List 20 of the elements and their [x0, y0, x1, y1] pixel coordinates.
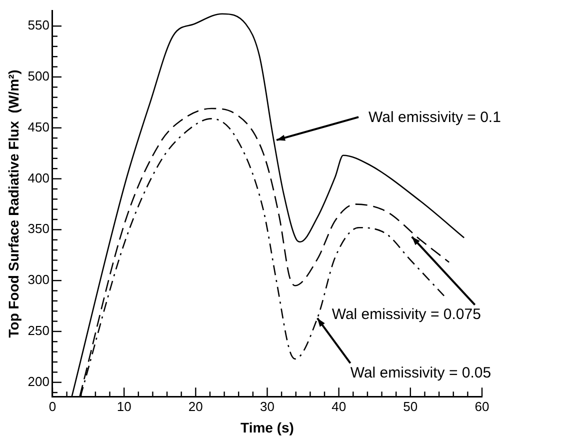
- y-tick-label: 450: [28, 119, 50, 134]
- x-tick-label: 40: [332, 398, 346, 414]
- y-tick-label: 400: [28, 170, 50, 186]
- x-tick-label: 50: [403, 398, 418, 414]
- y-tick-label: 350: [28, 221, 50, 236]
- y-tick-label: 250: [28, 323, 50, 338]
- x-tick-label: 20: [188, 398, 203, 414]
- x-tick-label: 0: [48, 398, 56, 414]
- y-tick-label: 550: [28, 18, 50, 33]
- y-tick-label: 500: [28, 68, 50, 84]
- y-tick-label: 200: [28, 374, 50, 389]
- annotation: Wal emissivity = 0.05: [350, 364, 492, 382]
- annotation: Wal emissivity = 0.075: [332, 306, 481, 323]
- annotation: Wal emissivity = 0.1: [368, 109, 501, 126]
- y-axis-title: Top Food Surface Radiative Flux (W/m²): [5, 70, 22, 338]
- y-tick-label: 300: [28, 272, 50, 288]
- x-tick-label: 60: [474, 398, 490, 414]
- x-tick-label: 10: [116, 398, 132, 414]
- x-tick-label: 30: [260, 398, 274, 414]
- x-axis-title: Time (s): [240, 419, 294, 436]
